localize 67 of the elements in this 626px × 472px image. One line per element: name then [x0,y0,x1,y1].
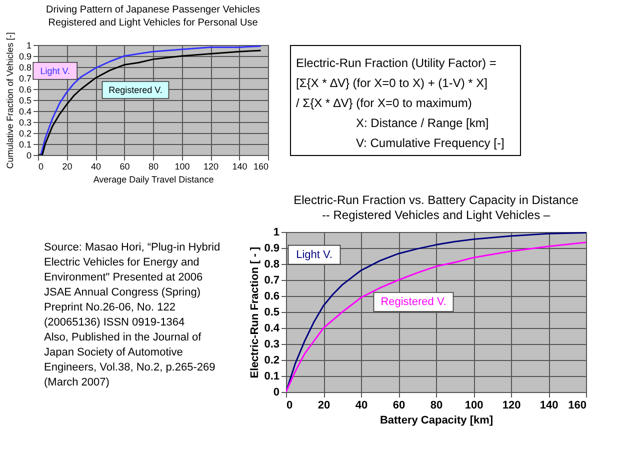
x-tick-label: 80 [430,400,443,412]
y-tick-label: 0.3 [18,118,32,128]
y-tick-label: 0.6 [18,84,32,94]
text: V: Cumulative Frequency [-] [356,136,504,150]
x-tick-label: 120 [502,400,521,412]
x-tick-label: 140 [232,162,248,172]
series-label: Registered V. [380,296,446,308]
y-tick-label: 0.2 [264,354,280,366]
y-tick-label: 0.1 [18,140,32,150]
y-tick-label: 0.3 [264,338,280,350]
y-tick-label: 0 [273,386,280,398]
y-tick-label: 0.5 [264,306,280,318]
x-tick-label: 20 [62,162,72,172]
text: Engineers, Vol.38, No.2, p.265-269 [44,362,216,374]
text: Light V. [296,248,332,261]
text: (March 2007) [44,376,110,388]
x-tick-label: 60 [392,400,406,412]
text: Electric-Run Fraction (Utility Factor) = [296,56,496,70]
x-tick-label: 40 [90,162,102,172]
text: (20065136) ISSN 0919-1364 [44,316,185,328]
x-tick-label: 100 [174,162,190,172]
x-tick-label: 0 [38,162,44,172]
chart-subtitle: Registered and Light Vehicles for Personal Use [48,18,258,29]
y-axis-title: Electric-Run Fraction [ - ] [249,246,262,378]
text: Environment" Presented at 2006 [44,272,203,284]
y-tick-label: 0.9 [264,242,280,254]
chart-subtitle: -- Registered Vehicles and Light Vehicles – [322,208,550,222]
text: Preprint No.26-06, No. 122 [44,302,176,314]
y-tick-label: 0.7 [18,74,32,84]
x-tick-label: 120 [203,162,219,172]
y-axis-title: Cumulative Fraction of Vehicles [-] [4,32,15,169]
y-tick-label: 0 [26,150,32,160]
y-tick-label: 0.7 [264,274,280,286]
y-tick-label: 0.2 [18,128,32,138]
x-tick-label: 160 [253,162,268,172]
text: [Σ{X * ∆V} (for X=0 to X) + (1-V) * X] [296,76,488,90]
x-tick-label: 60 [120,162,130,172]
y-tick-label: 1 [273,226,280,238]
text: / Σ{X * ∆V} (for X=0 to maximum) [296,96,472,110]
x-tick-label: 40 [355,400,368,412]
text: JSAE Annual Congress (Spring) [44,286,201,298]
x-tick-label: 0 [286,400,293,412]
y-tick-label: 0.4 [264,322,280,334]
x-tick-label: 80 [148,162,159,172]
series-label: Registered V. [108,85,162,95]
x-tick-label: 20 [318,400,330,412]
x-tick-label: 100 [464,400,484,412]
x-axis-title: Battery Capacity [km] [380,414,494,426]
y-tick-label: 1 [26,40,32,50]
text: Electric Vehicles for Energy and [44,256,200,268]
x-axis-title: Average Daily Travel Distance [93,174,214,184]
x-tick-label: 140 [540,400,558,412]
y-tick-label: 0.8 [18,62,32,72]
series-label: Light V. [40,66,70,76]
source-note: Source: Masao Hori, “Plug-in Hybrid [44,242,220,254]
y-tick-label: 0.4 [18,106,32,116]
chart-title: Driving Pattern of Japanese Passenger Vehicles [46,4,260,16]
text: Japan Society of Automotive [44,346,183,358]
text: X: Distance / Range [km] [356,116,489,130]
y-tick-label: 0.6 [264,290,280,302]
chart-title: Electric-Run Fraction vs. Battery Capacity in Distance [294,193,579,207]
text: Also, Published in the Journal of [44,332,202,344]
y-tick-label: 0.9 [18,52,32,62]
y-tick-label: 0.8 [264,258,280,270]
y-tick-label: 0.1 [264,370,280,382]
x-tick-label: 160 [568,400,586,412]
y-tick-label: 0.5 [18,96,32,106]
